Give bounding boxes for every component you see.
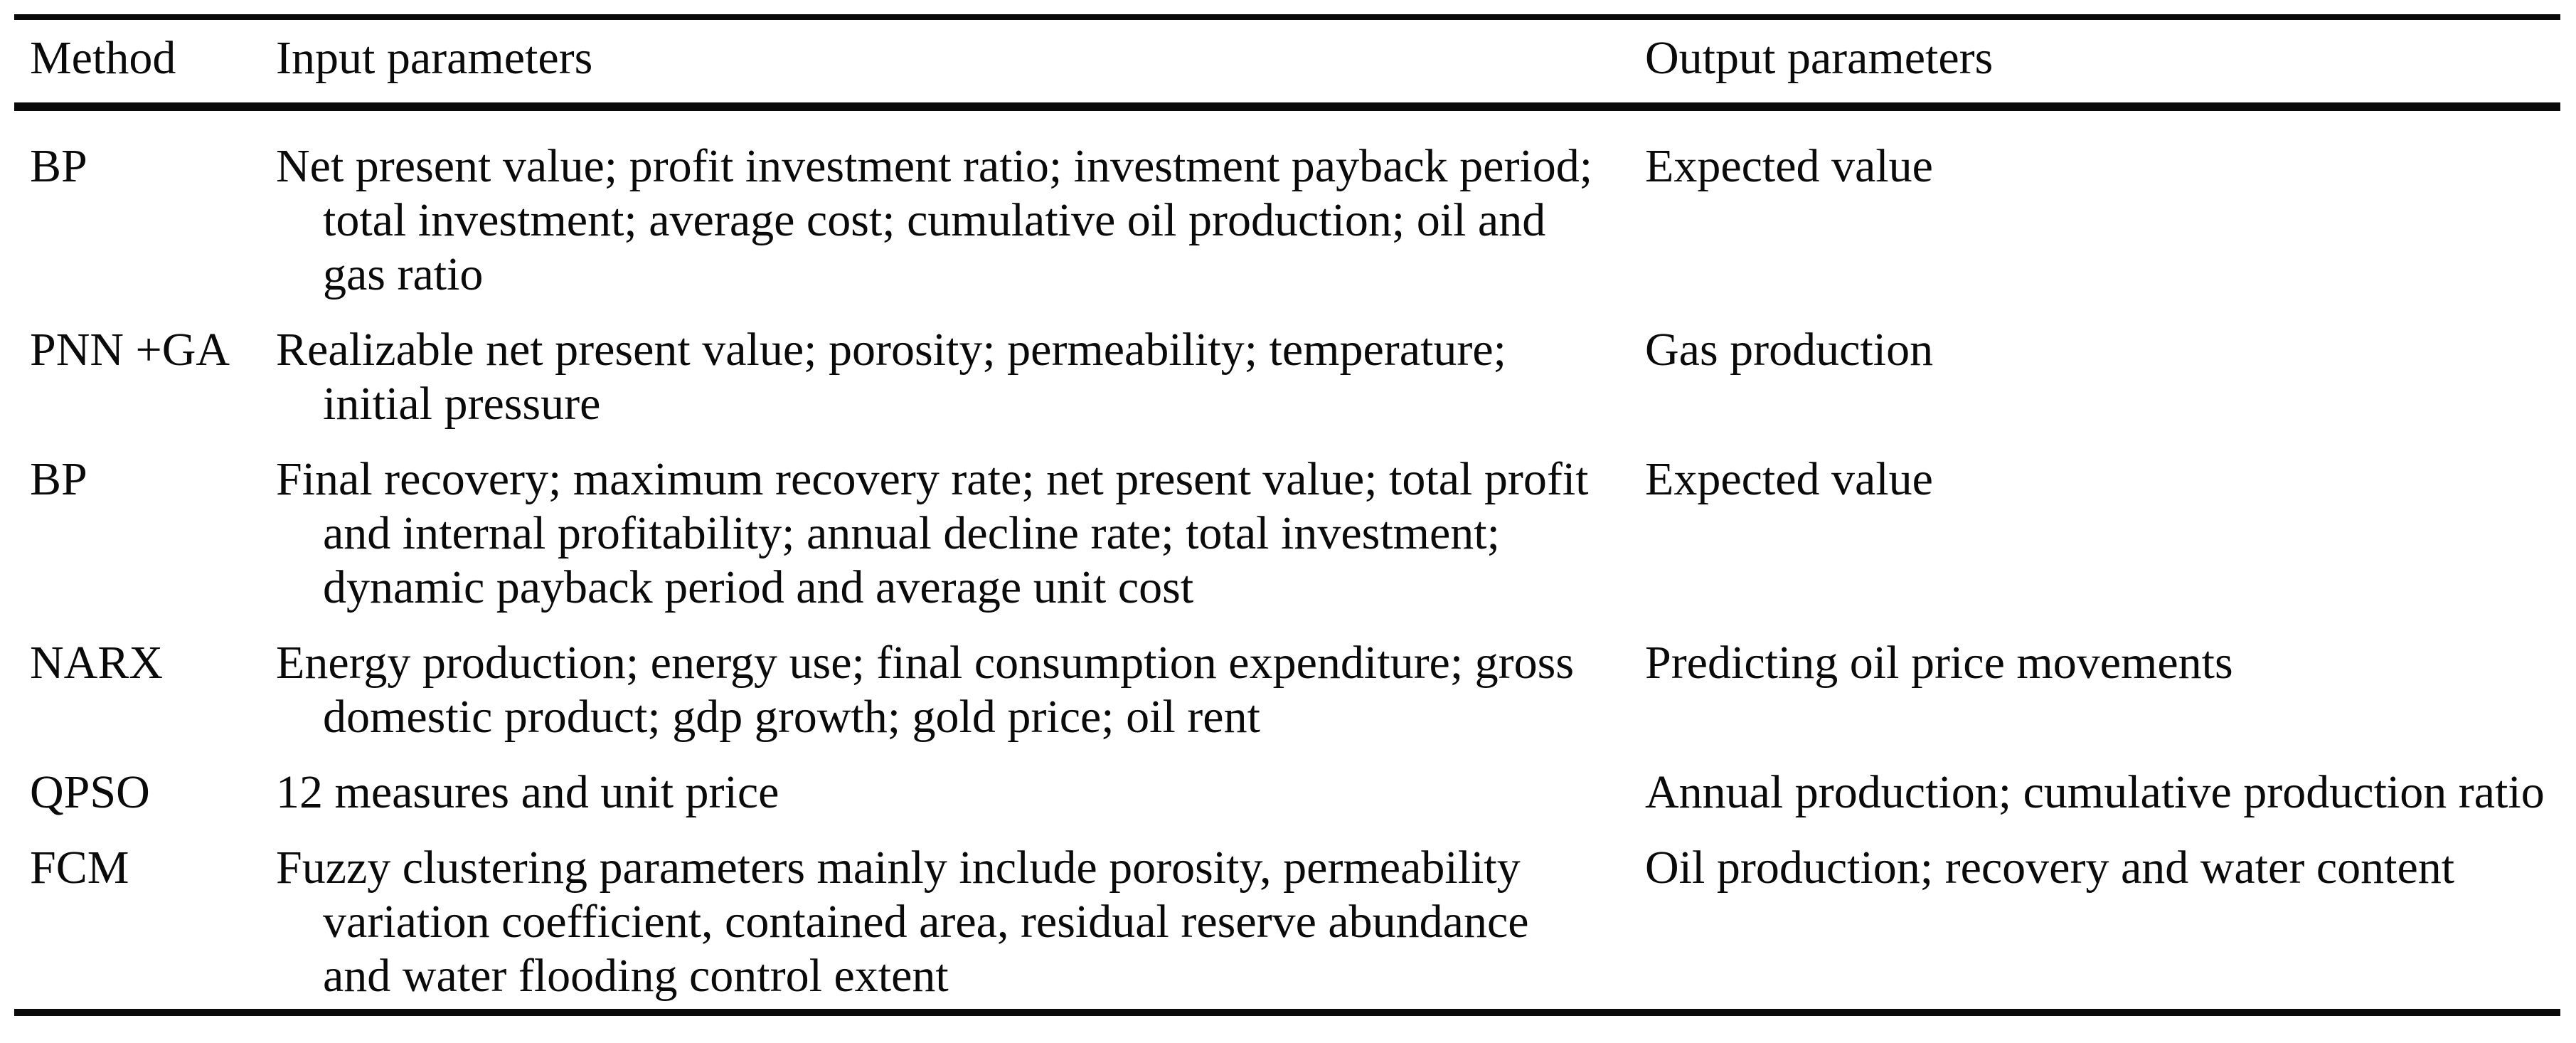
input-line: variation coefficient, contained area, r…: [323, 896, 1529, 948]
method-cell: BP: [30, 140, 87, 192]
method-cell: NARX: [30, 637, 164, 689]
method-cell: BP: [30, 453, 87, 505]
input-line: initial pressure: [323, 378, 601, 430]
table-row: BP Net present value; profit investment …: [14, 107, 2560, 302]
table-row: QPSO 12 measures and unit price Annual p…: [14, 744, 2560, 820]
column-header-output-parameters: Output parameters: [1645, 17, 2560, 111]
table-body: BP Net present value; profit investment …: [14, 107, 2560, 1012]
output-parameters-cell: Oil production; recovery and water conte…: [1645, 842, 2455, 894]
input-line: gas ratio: [323, 248, 484, 300]
input-line: and internal profitability; annual decli…: [323, 507, 1500, 559]
table-row: FCM Fuzzy clustering parameters mainly i…: [14, 820, 2560, 1012]
input-parameters-cell: Realizable net present value; porosity; …: [276, 302, 1645, 431]
input-line: 12 measures and unit price: [276, 766, 779, 818]
input-line: Energy production; energy use; final con…: [276, 637, 1575, 689]
output-parameters-cell: Expected value: [1645, 140, 1933, 192]
table-row: BP Final recovery; maximum recovery rate…: [14, 431, 2560, 615]
method-cell: FCM: [30, 842, 129, 894]
table-row: PNN +GA Realizable net present value; po…: [14, 302, 2560, 431]
table-row: NARX Energy production; energy use; fina…: [14, 615, 2560, 744]
paper-table-region: Method Input parameters Output parameter…: [14, 14, 2560, 1016]
input-parameters-cell: 12 measures and unit price: [276, 744, 1645, 820]
input-parameters-cell: Net present value; profit investment rat…: [276, 107, 1645, 302]
table-header-row: Method Input parameters Output parameter…: [14, 17, 2560, 111]
input-line: Realizable net present value; porosity; …: [276, 324, 1507, 376]
method-cell: QPSO: [30, 766, 150, 818]
column-header-input-parameters: Input parameters: [276, 17, 1645, 111]
output-parameters-cell: Expected value: [1645, 453, 1933, 505]
input-line: Net present value; profit investment rat…: [276, 140, 1593, 192]
output-parameters-cell: Predicting oil price movements: [1645, 637, 2233, 689]
input-line: domestic product; gdp growth; gold price…: [323, 691, 1260, 743]
input-line: dynamic payback period and average unit …: [323, 561, 1194, 613]
input-parameters-cell: Fuzzy clustering parameters mainly inclu…: [276, 820, 1645, 1012]
output-parameters-cell: Annual production; cumulative production…: [1645, 766, 2545, 818]
input-line: total investment; average cost; cumulati…: [323, 194, 1546, 246]
input-line: Final recovery; maximum recovery rate; n…: [276, 453, 1589, 505]
methods-comparison-table: Method Input parameters Output parameter…: [14, 14, 2560, 1016]
input-parameters-cell: Energy production; energy use; final con…: [276, 615, 1645, 744]
output-parameters-cell: Gas production: [1645, 324, 1934, 376]
column-header-method: Method: [14, 17, 276, 111]
header-row: Method Input parameters Output parameter…: [14, 17, 2560, 111]
input-line: Fuzzy clustering parameters mainly inclu…: [276, 842, 1521, 894]
method-cell: PNN +GA: [30, 324, 230, 376]
input-line: and water flooding control extent: [323, 950, 949, 1002]
input-parameters-cell: Final recovery; maximum recovery rate; n…: [276, 431, 1645, 615]
